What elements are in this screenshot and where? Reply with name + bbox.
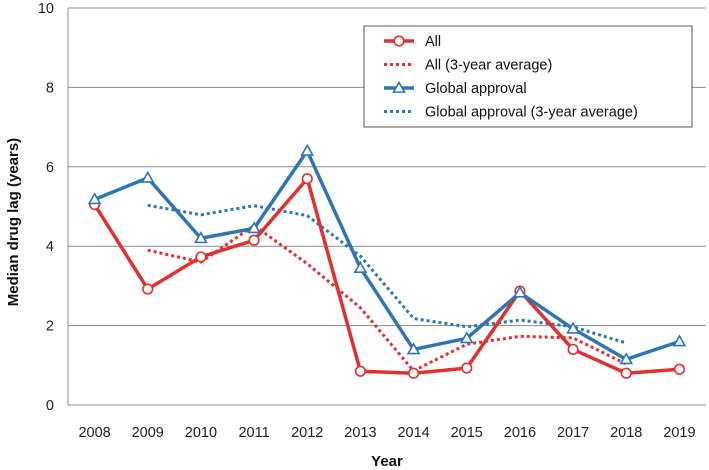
x-tick-label: 2014 — [397, 425, 429, 441]
x-tick-label: 2012 — [291, 425, 323, 441]
x-tick-label: 2010 — [185, 425, 217, 441]
x-tick-label: 2017 — [557, 425, 589, 441]
data-point-all — [142, 283, 154, 295]
data-point-all — [301, 173, 313, 185]
data-point-global-approval — [619, 352, 634, 365]
data-point-global-approval — [247, 221, 261, 234]
data-point-global-approval — [300, 143, 315, 156]
data-point-all — [620, 367, 632, 379]
data-point-global-approval — [194, 231, 208, 244]
legend-marker-global-approval — [392, 80, 406, 93]
y-tick-label: 8 — [46, 80, 54, 96]
data-point-global-approval — [459, 331, 474, 344]
legend-label-global-approval: Global approval — [425, 81, 527, 97]
data-point-global-approval — [672, 334, 687, 347]
data-point-all — [407, 367, 420, 379]
legend: All All (3-year average) Global approval Gl… — [363, 25, 693, 128]
series-group — [87, 143, 687, 379]
y-tick-label: 0 — [46, 398, 54, 414]
data-point-global-approval — [566, 321, 580, 334]
series-line-global-approval — [93, 149, 680, 362]
series-line-all-3-year-average — [147, 224, 627, 373]
x-axis-ticks: 2008 2009 2010 2011 2012 2013 2014 2015 2016 2017… — [78, 425, 695, 441]
x-tick-label: 2018 — [610, 425, 642, 441]
legend-box — [363, 25, 693, 128]
y-axis-title: Median drug lag (years) — [5, 138, 22, 306]
data-point-all — [673, 363, 686, 375]
x-axis-title: Year — [371, 453, 403, 470]
x-tick-label: 2016 — [504, 425, 536, 441]
legend-label-global-approval-3-year-average: Global approval (3-year average) — [425, 105, 638, 121]
data-point-all — [354, 365, 367, 377]
legend-label-all-3-year-average: All (3-year average) — [425, 58, 552, 74]
data-point-all — [461, 362, 473, 374]
series-line-global-approval-3-year-average — [147, 203, 627, 345]
data-point-global-approval — [353, 260, 368, 273]
x-tick-label: 2019 — [663, 425, 695, 441]
data-point-global-approval — [140, 170, 155, 183]
y-axis-ticks: 0 2 4 6 8 10 — [38, 1, 54, 414]
data-point-global-approval — [87, 192, 102, 205]
x-tick-label: 2013 — [344, 425, 376, 441]
x-tick-label: 2011 — [238, 425, 269, 441]
legend-marker-all — [393, 35, 405, 47]
x-tick-label: 2009 — [132, 425, 164, 441]
y-tick-label: 6 — [46, 160, 54, 176]
data-point-all — [567, 343, 579, 356]
x-tick-label: 2008 — [78, 425, 110, 441]
x-tick-label: 2015 — [451, 425, 483, 441]
y-tick-label: 2 — [46, 319, 54, 335]
data-point-all — [195, 251, 207, 263]
legend-label-all: All — [425, 34, 441, 50]
data-point-all — [248, 234, 260, 246]
y-tick-label: 4 — [46, 239, 54, 255]
data-point-global-approval — [406, 342, 421, 355]
series-line-all — [93, 176, 680, 375]
y-tick-label: 10 — [38, 1, 54, 17]
data-point-global-approval — [513, 285, 527, 298]
